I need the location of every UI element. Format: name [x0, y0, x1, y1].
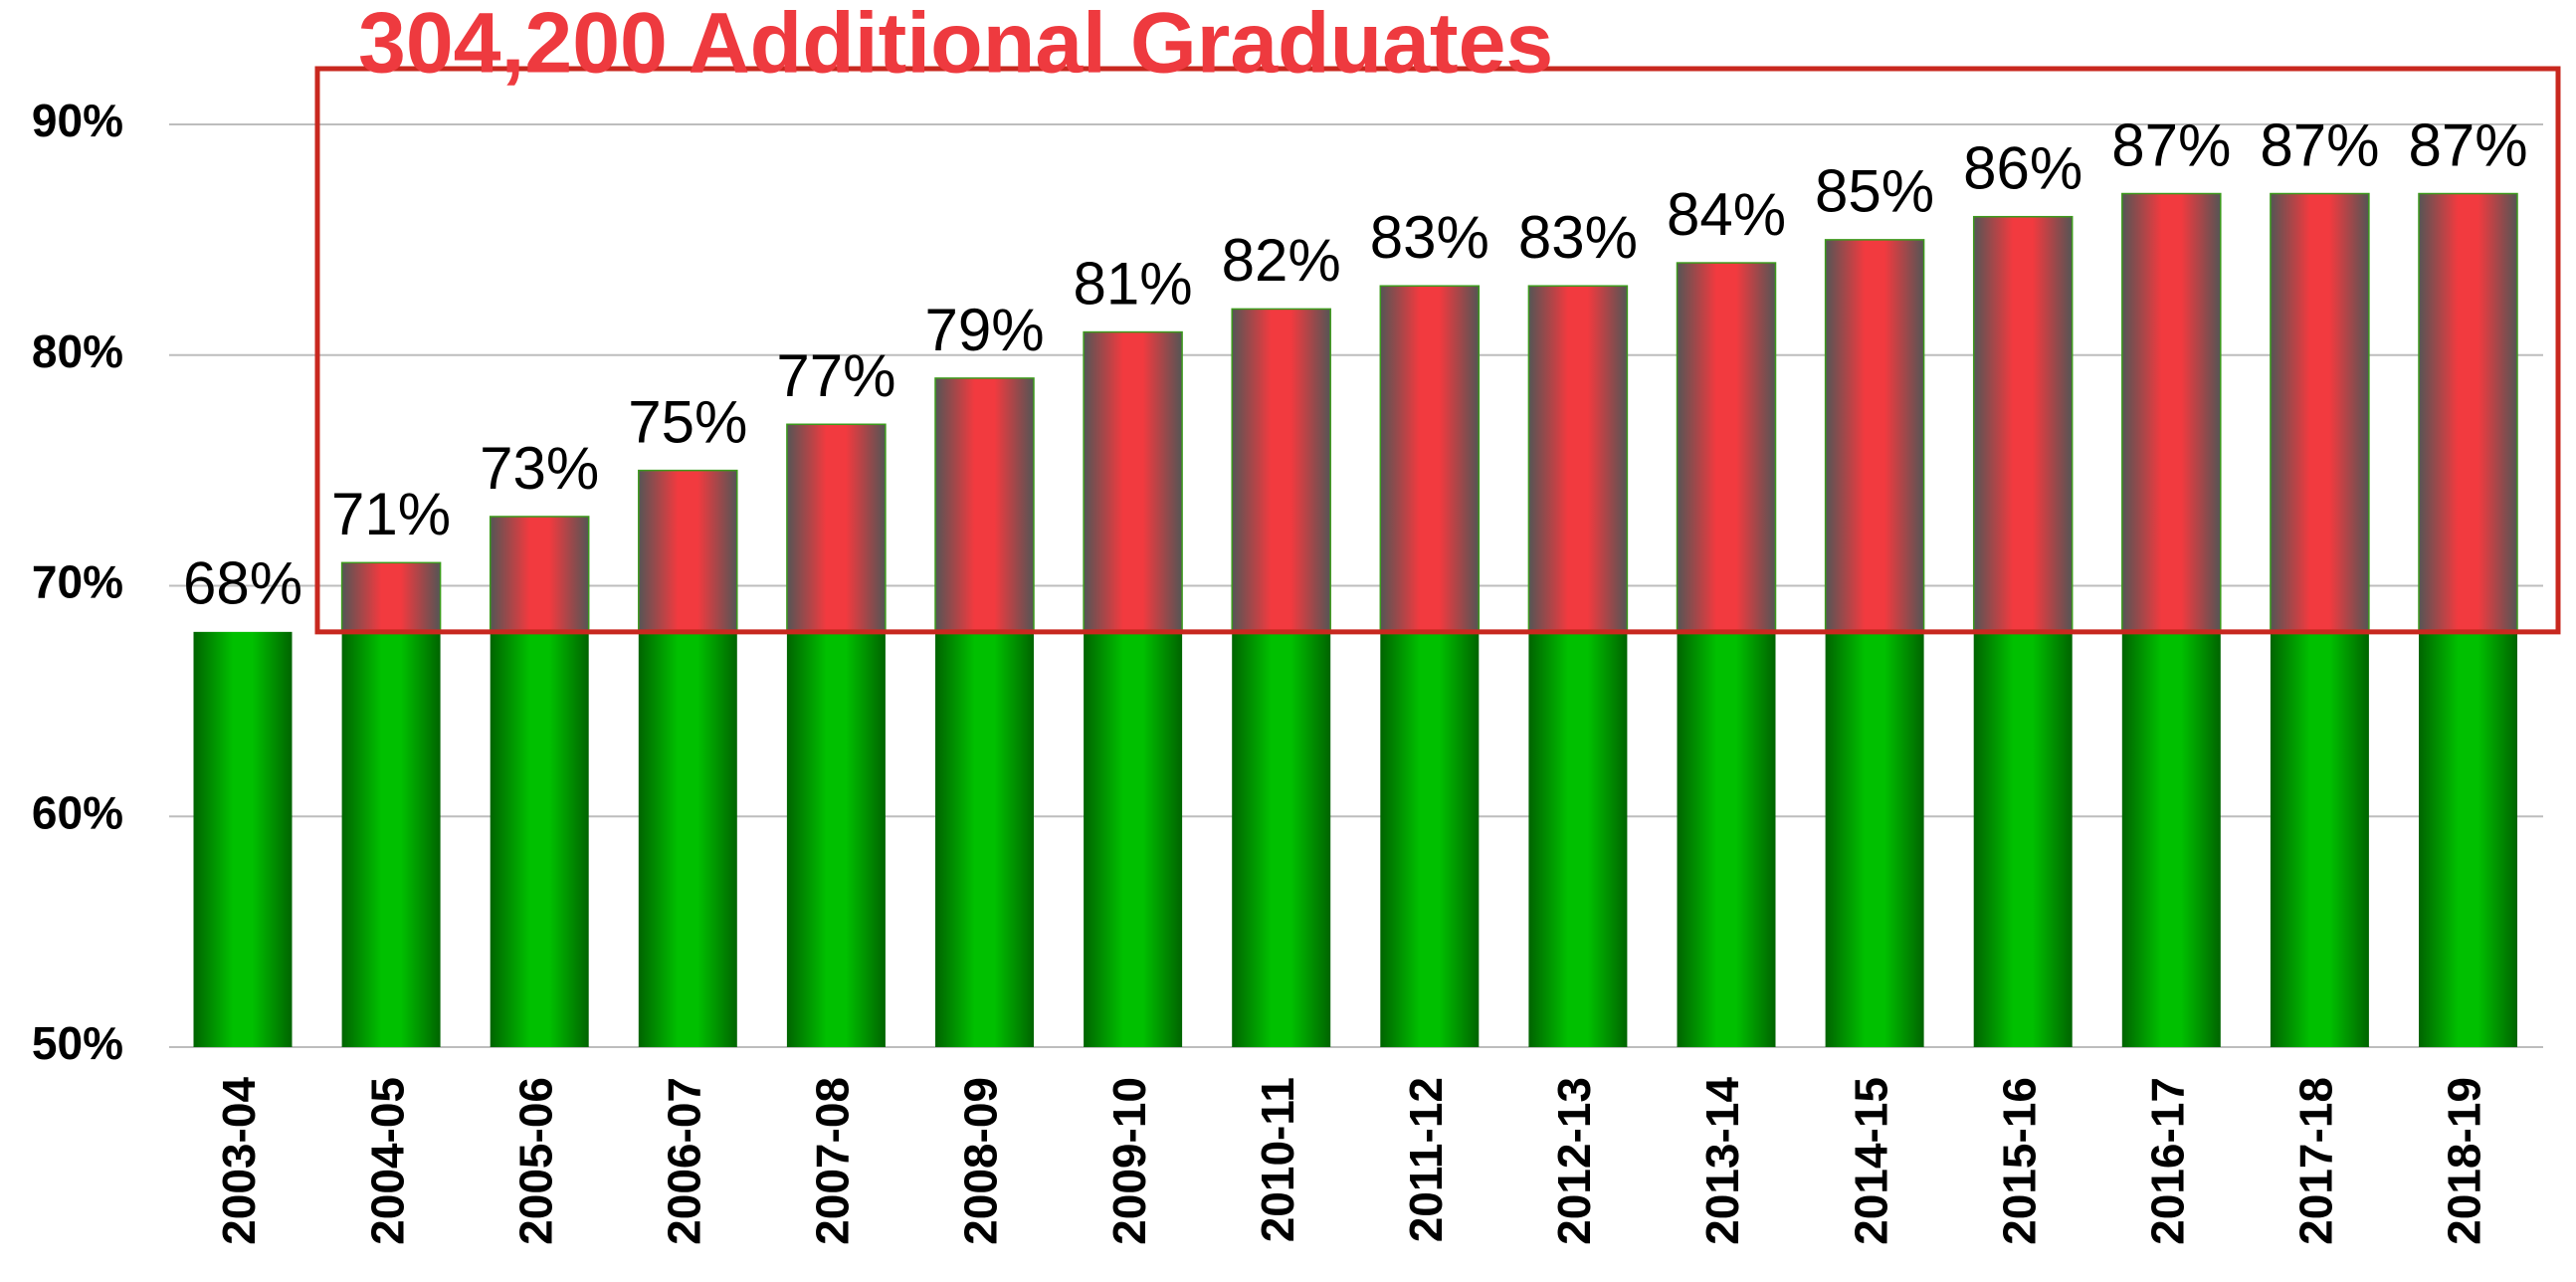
base-bar	[1528, 631, 1628, 1047]
base-bar	[1677, 631, 1776, 1047]
base-bar	[935, 631, 1034, 1047]
base-bar	[341, 631, 441, 1047]
base-bar	[1973, 631, 2073, 1047]
gain-bar	[1083, 330, 1183, 633]
highlight-box	[314, 66, 2561, 635]
gain-bar	[340, 561, 442, 633]
base-bar	[2419, 631, 2517, 1047]
x-tick-label: 2004-05	[361, 1077, 413, 1245]
value-label: 87%	[2111, 111, 2231, 178]
gain-bar	[2418, 192, 2518, 633]
base-bar	[1084, 631, 1183, 1047]
chart-title: 304,200 Additional Graduates	[358, 0, 1553, 92]
y-tick-label: 90%	[32, 95, 123, 146]
gain-bar	[934, 377, 1035, 633]
x-tick-label: 2015-16	[1993, 1077, 2045, 1245]
value-label: 85%	[1815, 158, 1934, 225]
gain-bar	[489, 516, 590, 633]
value-label: 82%	[1222, 227, 1341, 294]
value-label: 81%	[1074, 250, 1193, 317]
value-label: 87%	[2260, 111, 2379, 178]
x-tick-label: 2013-14	[1696, 1077, 1748, 1245]
x-tick-label: 2014-15	[1845, 1077, 1896, 1245]
base-bar	[1380, 631, 1480, 1047]
value-label: 83%	[1518, 204, 1638, 271]
x-tick-label: 2006-07	[658, 1077, 709, 1245]
y-tick-label: 80%	[32, 325, 123, 377]
y-tick-label: 70%	[32, 556, 123, 608]
base-bar	[1232, 631, 1331, 1047]
x-tick-label: 2017-18	[2290, 1077, 2342, 1245]
value-label: 87%	[2408, 111, 2527, 178]
gain-bar	[638, 469, 738, 633]
gain-bar	[1379, 285, 1481, 633]
base-bar	[2270, 631, 2369, 1047]
x-tick-label: 2010-11	[1252, 1077, 1303, 1242]
base-bar	[786, 631, 886, 1047]
gain-bar	[1824, 239, 1925, 633]
gain-bar	[1676, 262, 1777, 633]
x-tick-label: 2016-17	[2141, 1077, 2193, 1245]
value-label: 79%	[924, 297, 1044, 363]
x-tick-label: 2018-19	[2439, 1077, 2490, 1245]
gain-bar	[786, 423, 887, 633]
value-label: 75%	[628, 388, 747, 455]
gain-bar	[1231, 308, 1331, 633]
y-tick-label: 60%	[32, 786, 123, 838]
x-tick-label: 2003-04	[213, 1077, 265, 1245]
x-tick-label: 2011-12	[1400, 1077, 1452, 1242]
base-bar	[2121, 631, 2221, 1047]
x-tick-label: 2005-06	[509, 1077, 561, 1245]
base-bar	[193, 631, 293, 1047]
x-tick-label: 2009-10	[1103, 1077, 1155, 1245]
value-label: 73%	[480, 435, 599, 502]
x-tick-label: 2012-13	[1548, 1077, 1600, 1245]
value-label: 83%	[1370, 204, 1489, 271]
base-bar	[490, 631, 589, 1047]
value-label: 68%	[183, 550, 302, 617]
gain-bar	[1972, 215, 2074, 633]
value-label: 84%	[1667, 181, 1786, 248]
gain-bar	[2270, 192, 2370, 633]
base-bar	[638, 631, 737, 1047]
gain-bar	[2121, 192, 2222, 633]
gain-bar	[1527, 285, 1629, 633]
value-label: 86%	[1963, 135, 2082, 202]
x-tick-label: 2007-08	[807, 1077, 859, 1245]
value-label: 77%	[776, 342, 895, 409]
x-tick-label: 2008-09	[955, 1077, 1007, 1245]
base-bar	[1825, 631, 1924, 1047]
y-tick-label: 50%	[32, 1017, 123, 1069]
value-label: 71%	[331, 481, 451, 547]
